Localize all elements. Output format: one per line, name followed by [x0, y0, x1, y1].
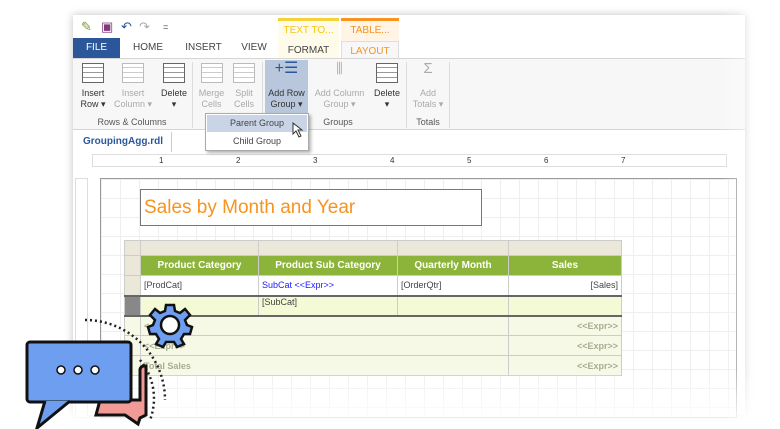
cell[interactable]: <<Expr>>: [508, 315, 622, 336]
add-row-group-icon: +☰: [274, 60, 299, 77]
add-totals-button[interactable]: Σ Add Totals ▾: [409, 60, 447, 110]
save-icon[interactable]: ▣: [101, 19, 114, 34]
cell[interactable]: [Sales]: [508, 275, 622, 296]
report-tablix[interactable]: Product Category Product Sub Category Quar…: [124, 240, 622, 376]
merge-cells-icon: [200, 63, 223, 83]
split-cells-icon: [233, 63, 255, 83]
ruler-label: 7: [621, 156, 626, 165]
divider: [449, 62, 450, 128]
delete-button[interactable]: Delete ▾: [158, 63, 190, 110]
context-label-text: TEXT TO...: [283, 25, 334, 36]
document-tab[interactable]: GroupingAgg.rdl: [75, 132, 172, 152]
tab-view[interactable]: VIEW: [241, 42, 267, 53]
sigma-icon: Σ: [423, 60, 433, 77]
dotted-arc: [84, 318, 167, 401]
cell[interactable]: [OrderQtr]: [397, 275, 509, 296]
cell[interactable]: <<Expr>>: [508, 335, 622, 356]
insert-row-button[interactable]: Insert Row ▾: [77, 63, 109, 110]
menu-item-parent-group[interactable]: Parent Group: [207, 115, 307, 132]
header-cell[interactable]: Sales: [508, 255, 622, 276]
context-tab-table: TABLE... LAYOUT: [341, 18, 399, 61]
chat-gear-illustration: [25, 303, 194, 429]
tab-layout[interactable]: LAYOUT: [341, 41, 399, 61]
ruler-label: 5: [467, 156, 472, 165]
menu-item-child-group[interactable]: Child Group: [232, 136, 282, 146]
tab-home[interactable]: HOME: [133, 42, 163, 53]
header-cell[interactable]: Quarterly Month: [397, 255, 509, 276]
add-row-group-dropdown: Parent Group Child Group: [205, 113, 309, 151]
merge-cells-button[interactable]: Merge Cells: [196, 63, 227, 110]
mouse-cursor-icon: [292, 122, 304, 138]
add-column-group-button[interactable]: ⫼ Add Column Group ▾: [312, 60, 367, 110]
cell[interactable]: [ProdCat]: [140, 275, 259, 296]
split-cells-button[interactable]: Split Cells: [229, 63, 259, 110]
cell[interactable]: [508, 294, 622, 317]
customize-toolbar-icon[interactable]: =: [163, 22, 169, 32]
undo-icon[interactable]: ↶: [121, 19, 132, 34]
report-title-textbox[interactable]: Sales by Month and Year: [140, 189, 482, 226]
divider: [192, 62, 193, 128]
group-label-rows-columns: Rows & Columns: [97, 117, 167, 127]
horizontal-ruler: 1 2 3 4 5 6 7: [92, 154, 727, 167]
cell[interactable]: [397, 294, 509, 317]
fade-overlay: [720, 0, 780, 429]
context-label-table: TABLE...: [350, 25, 390, 36]
tab-file[interactable]: FILE: [73, 38, 120, 58]
group-label-groups: Groups: [323, 117, 353, 127]
divider: [262, 62, 263, 128]
header-cell[interactable]: Product Category: [140, 255, 259, 276]
add-row-group-button[interactable]: +☰ Add Row Group ▾: [265, 60, 308, 116]
divider: [406, 62, 407, 128]
cell[interactable]: SubCat <<Expr>>: [258, 275, 398, 296]
add-column-group-icon: ⫼: [336, 60, 343, 76]
insert-row-icon: [82, 63, 104, 83]
ruler-label: 3: [313, 156, 318, 165]
group-label-totals: Totals: [416, 117, 440, 127]
chat-bubble-back-icon: [94, 364, 148, 427]
ruler-label: 1: [159, 156, 164, 165]
cell[interactable]: [SubCat]: [258, 294, 398, 317]
tab-insert[interactable]: INSERT: [185, 42, 222, 53]
ruler-label: 2: [236, 156, 241, 165]
ribbon: Insert Row ▾ Insert Column ▾ Delete ▾ Rows …: [73, 58, 745, 130]
app-icon: ✎: [81, 19, 92, 34]
delete-group-button[interactable]: Delete ▾: [371, 63, 403, 110]
delete-table-icon: [163, 63, 185, 83]
context-tab-text: TEXT TO... FORMAT: [278, 18, 339, 58]
report-designer-window: ✎ ▣ ↶ ↷ = FILE HOME INSERT VIEW TEXT TO.…: [73, 15, 745, 418]
insert-column-icon: [122, 63, 144, 83]
redo-icon[interactable]: ↷: [139, 19, 150, 34]
gear-icon: [146, 303, 194, 349]
tab-format[interactable]: FORMAT: [287, 45, 330, 56]
insert-column-button[interactable]: Insert Column ▾: [111, 63, 155, 110]
cell[interactable]: <<Expr>>: [140, 315, 509, 336]
ruler-label: 6: [544, 156, 549, 165]
ruler-label: 4: [390, 156, 395, 165]
header-cell[interactable]: Product Sub Category: [258, 255, 398, 276]
delete-group-icon: [376, 63, 398, 83]
